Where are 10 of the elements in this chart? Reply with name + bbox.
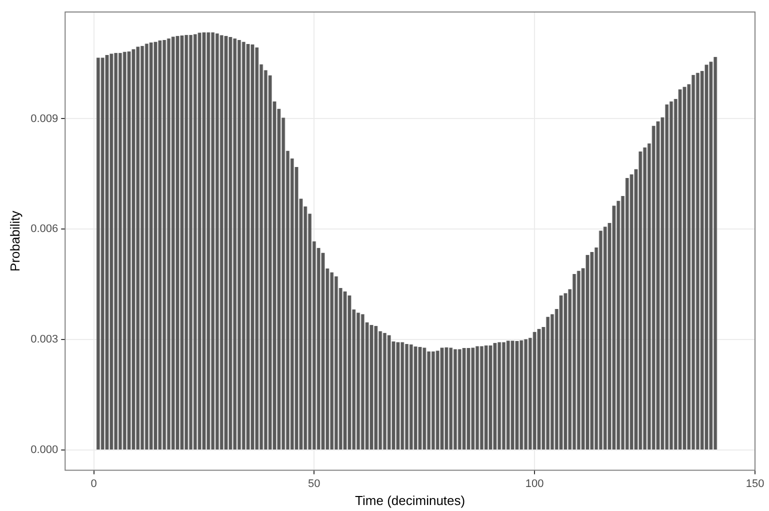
y-tick-label: 0.000 bbox=[30, 444, 58, 456]
y-tick-label: 0.003 bbox=[30, 334, 58, 346]
y-tick-label: 0.006 bbox=[30, 223, 58, 236]
x-axis-title: Time (deciminutes) bbox=[355, 492, 466, 508]
y-axis-title: Probability bbox=[7, 210, 22, 272]
x-tick-label: 100 bbox=[525, 478, 544, 490]
x-tick-label: 50 bbox=[308, 478, 320, 490]
x-tick-label: 150 bbox=[746, 478, 764, 490]
y-tick-label: 0.009 bbox=[30, 112, 58, 125]
x-tick-label: 0 bbox=[90, 478, 97, 490]
